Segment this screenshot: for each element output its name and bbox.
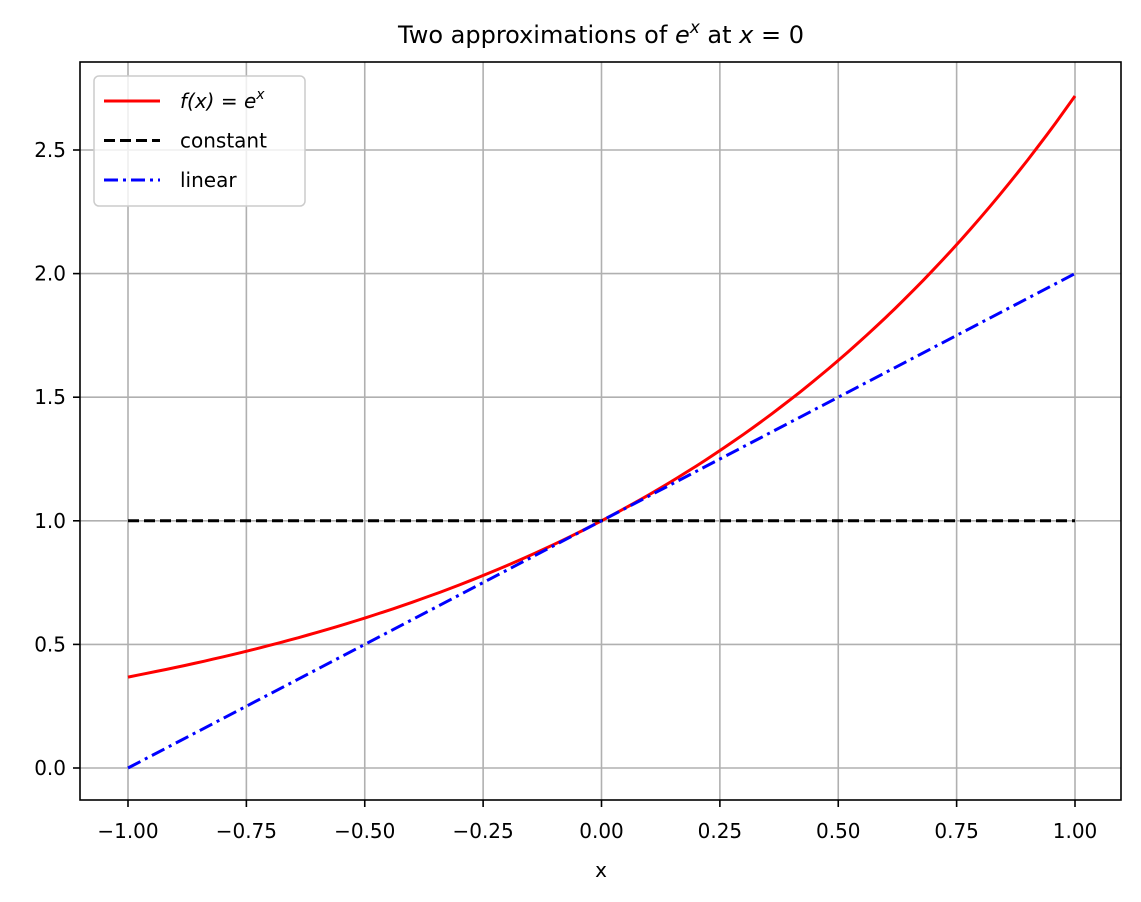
grid-lines <box>80 62 1121 800</box>
y-tick-label: 0.5 <box>34 632 66 656</box>
y-tick-label: 0.0 <box>34 756 66 780</box>
legend-label: constant <box>180 129 267 153</box>
plot-frame <box>79 61 1122 801</box>
legend-box <box>93 75 306 207</box>
x-tick-label: −0.50 <box>334 819 395 843</box>
y-tick-label: 2.0 <box>34 262 66 286</box>
chart-title: Two approximations of ex at x = 0 <box>397 18 804 49</box>
x-tick-label: 1.00 <box>1053 819 1098 843</box>
x-tick-label: −0.75 <box>216 819 277 843</box>
y-axis-ticks: 0.0 0.5 1.0 1.5 2.0 2.5 <box>34 138 80 780</box>
x-axis-label: x <box>595 858 607 882</box>
x-axis-ticks: −1.00 −0.75 −0.50 −0.25 0.00 0.25 0.50 0.75 1.00 <box>97 800 1097 843</box>
x-tick-label: 0.00 <box>579 819 624 843</box>
legend-label: f(x) = ex <box>180 87 265 113</box>
y-tick-label: 1.0 <box>34 509 66 533</box>
series-line-linear <box>127 272 1076 770</box>
x-tick-label: 0.75 <box>934 819 979 843</box>
y-tick-label: 2.5 <box>34 138 66 162</box>
x-tick-label: 0.25 <box>698 819 743 843</box>
x-tick-label: −1.00 <box>97 819 158 843</box>
x-tick-label: 0.50 <box>816 819 861 843</box>
legend: f(x) = ex constant linear <box>93 75 306 207</box>
plot-lines <box>127 95 1077 770</box>
y-tick-label: 1.5 <box>34 385 66 409</box>
legend-label: linear <box>180 168 237 192</box>
x-tick-label: −0.25 <box>452 819 513 843</box>
